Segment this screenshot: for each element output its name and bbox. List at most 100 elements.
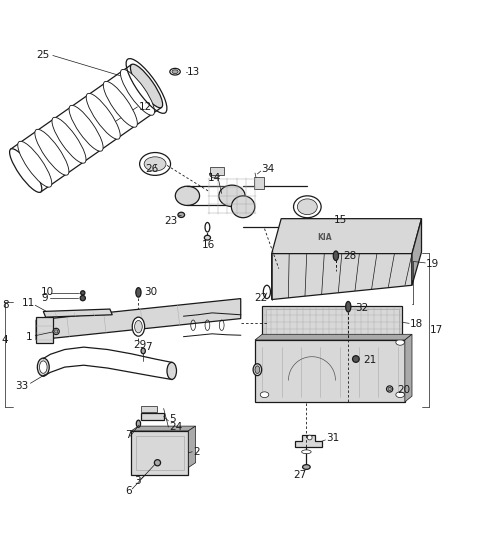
Ellipse shape	[172, 70, 178, 74]
Text: 2: 2	[193, 447, 200, 457]
Ellipse shape	[132, 317, 144, 336]
Text: 20: 20	[397, 385, 410, 395]
Text: 12: 12	[138, 102, 152, 112]
Ellipse shape	[136, 288, 141, 297]
Text: 18: 18	[409, 319, 423, 330]
Text: 3: 3	[133, 476, 140, 486]
Text: KIA: KIA	[318, 233, 332, 242]
Ellipse shape	[175, 186, 200, 205]
Ellipse shape	[396, 392, 404, 397]
Text: 13: 13	[187, 67, 200, 77]
Text: 21: 21	[363, 356, 377, 365]
Text: 5: 5	[169, 415, 176, 424]
Polygon shape	[272, 254, 412, 300]
Bar	[254, 177, 264, 189]
Polygon shape	[412, 218, 421, 285]
Polygon shape	[405, 334, 412, 402]
Text: 15: 15	[334, 215, 347, 225]
Ellipse shape	[144, 157, 166, 171]
Ellipse shape	[294, 196, 321, 218]
Text: 4: 4	[2, 335, 9, 345]
Text: 14: 14	[207, 173, 221, 183]
Ellipse shape	[141, 348, 145, 354]
Polygon shape	[43, 309, 112, 317]
Ellipse shape	[205, 222, 210, 232]
Ellipse shape	[178, 212, 185, 217]
Text: 7: 7	[125, 430, 131, 440]
Ellipse shape	[302, 464, 310, 469]
Text: 23: 23	[165, 216, 178, 226]
Bar	[136, 436, 184, 470]
Text: 22: 22	[254, 293, 267, 302]
Ellipse shape	[333, 251, 338, 261]
Text: 7: 7	[145, 342, 152, 352]
Bar	[132, 431, 188, 475]
Text: 11: 11	[22, 298, 35, 308]
Ellipse shape	[54, 330, 58, 333]
Ellipse shape	[131, 64, 163, 108]
Ellipse shape	[39, 361, 47, 373]
Text: 27: 27	[294, 469, 307, 480]
Ellipse shape	[35, 130, 69, 175]
Text: 19: 19	[426, 259, 440, 269]
Text: 30: 30	[144, 287, 158, 297]
Ellipse shape	[81, 291, 85, 295]
Text: 24: 24	[169, 422, 182, 432]
Ellipse shape	[255, 366, 260, 373]
Text: 28: 28	[343, 251, 356, 261]
Ellipse shape	[264, 285, 270, 299]
Ellipse shape	[231, 196, 255, 218]
Ellipse shape	[170, 68, 180, 75]
Ellipse shape	[155, 460, 160, 466]
Bar	[36, 317, 53, 343]
Ellipse shape	[298, 199, 317, 215]
Ellipse shape	[210, 171, 220, 178]
Text: 31: 31	[326, 434, 340, 443]
Text: 10: 10	[41, 287, 54, 297]
Text: 33: 33	[15, 381, 28, 391]
Ellipse shape	[140, 152, 170, 176]
Ellipse shape	[396, 339, 404, 345]
Text: 1: 1	[25, 332, 32, 341]
Ellipse shape	[204, 235, 211, 240]
Ellipse shape	[86, 93, 120, 139]
Ellipse shape	[69, 105, 103, 151]
Ellipse shape	[80, 295, 85, 301]
Text: 8: 8	[2, 300, 9, 310]
Bar	[210, 167, 224, 176]
Ellipse shape	[52, 117, 86, 163]
Polygon shape	[132, 426, 195, 431]
Ellipse shape	[134, 320, 142, 333]
Polygon shape	[272, 218, 421, 254]
Ellipse shape	[352, 356, 359, 363]
Text: 9: 9	[41, 293, 48, 303]
Text: 6: 6	[126, 486, 132, 496]
Bar	[266, 309, 399, 335]
Ellipse shape	[301, 450, 311, 454]
Ellipse shape	[37, 358, 49, 376]
Ellipse shape	[260, 392, 269, 397]
Polygon shape	[36, 299, 241, 340]
Ellipse shape	[219, 185, 245, 207]
Ellipse shape	[307, 435, 312, 440]
Ellipse shape	[346, 301, 351, 312]
Ellipse shape	[167, 363, 177, 379]
Text: 26: 26	[145, 164, 159, 173]
Text: 29: 29	[133, 340, 147, 350]
Bar	[141, 405, 157, 412]
Ellipse shape	[386, 386, 393, 392]
Bar	[255, 340, 405, 402]
Ellipse shape	[388, 388, 391, 391]
Ellipse shape	[136, 420, 141, 427]
Bar	[141, 413, 164, 421]
Ellipse shape	[18, 141, 52, 187]
Polygon shape	[188, 426, 195, 468]
Ellipse shape	[53, 328, 59, 334]
Text: 16: 16	[202, 240, 215, 250]
Polygon shape	[295, 435, 322, 447]
Ellipse shape	[103, 81, 137, 127]
Ellipse shape	[10, 149, 42, 192]
Polygon shape	[255, 334, 412, 340]
Text: 25: 25	[36, 49, 49, 60]
Bar	[262, 306, 403, 339]
